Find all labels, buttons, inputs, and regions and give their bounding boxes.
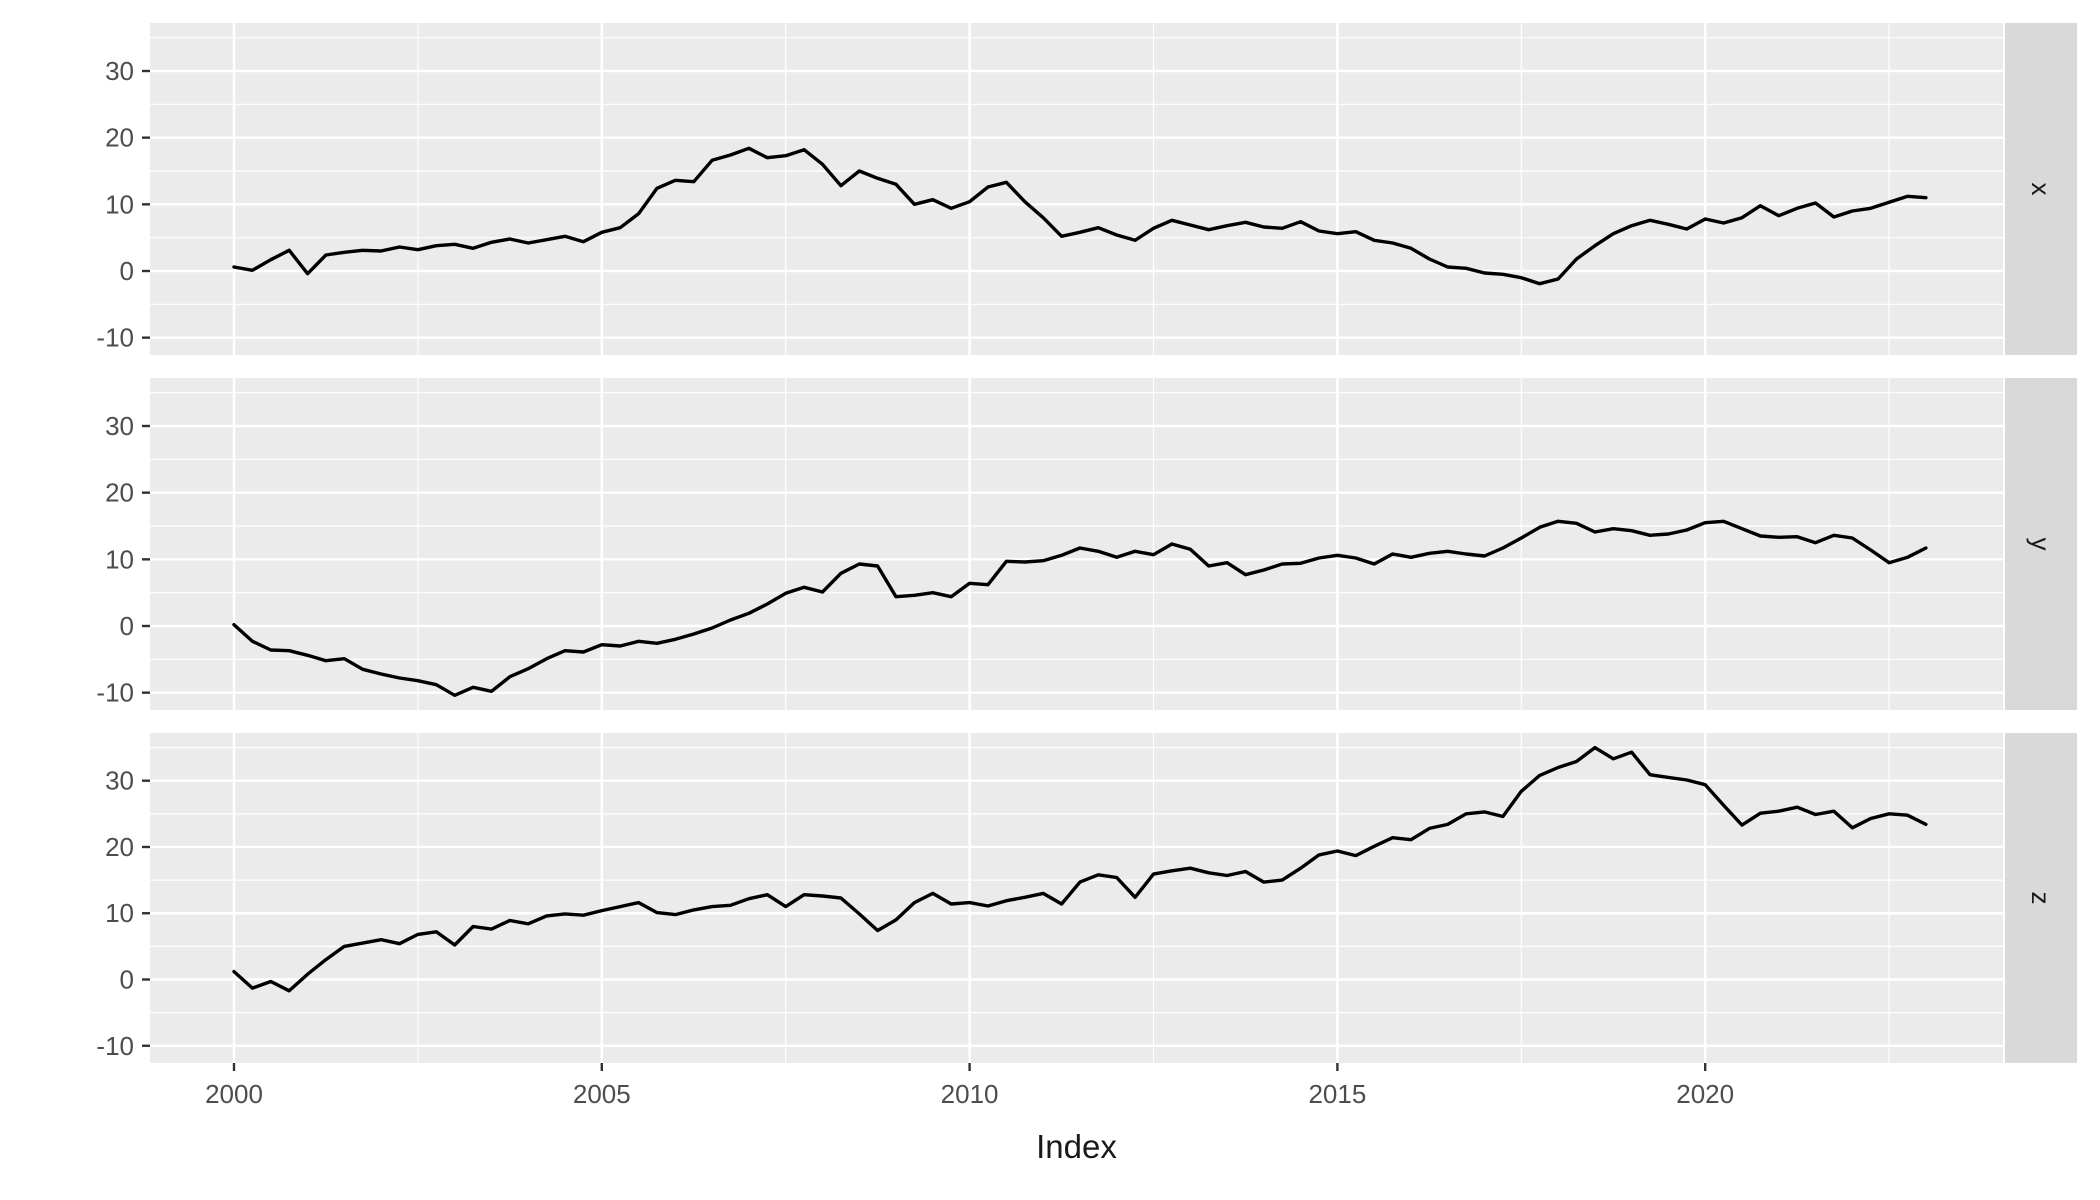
- y-axis-tick-label: -10: [96, 1031, 134, 1061]
- facet-strip-label: z: [2026, 892, 2056, 905]
- x-axis-tick-label: 2015: [1308, 1079, 1366, 1109]
- y-axis-tick-label: 10: [105, 898, 134, 928]
- y-axis-tick-label: 0: [120, 965, 134, 995]
- panel-background: [150, 733, 2003, 1063]
- y-axis-tick-label: 10: [105, 544, 134, 574]
- x-axis-tick-label: 2020: [1676, 1079, 1734, 1109]
- series-line-z: [232, 745, 1928, 993]
- y-axis-tick-label: 0: [120, 611, 134, 641]
- y-axis-tick-label: 20: [105, 123, 134, 153]
- y-axis-tick-label: 30: [105, 411, 134, 441]
- x-axis-tick-label: 2005: [573, 1079, 631, 1109]
- facet-strip-label: y: [2026, 538, 2056, 551]
- panel-background: [150, 23, 2003, 355]
- x-axis-tick-label: 2010: [941, 1079, 999, 1109]
- series-line-y: [232, 519, 1928, 697]
- facet-strip-label: x: [2026, 183, 2056, 196]
- y-axis-tick-label: 30: [105, 56, 134, 86]
- y-axis-tick-label: 20: [105, 478, 134, 508]
- facet-strip: [2005, 733, 2077, 1063]
- y-axis-tick-label: 10: [105, 189, 134, 219]
- panel-background: [150, 378, 2003, 710]
- x-axis-tick-label: 2000: [205, 1079, 263, 1109]
- y-axis-tick-label: -10: [96, 323, 134, 353]
- facet-strip: [2005, 378, 2077, 710]
- y-axis-tick-label: 0: [120, 256, 134, 286]
- y-axis-tick-label: 20: [105, 832, 134, 862]
- y-axis-tick-label: 30: [105, 766, 134, 796]
- y-axis-tick-label: -10: [96, 678, 134, 708]
- facet-strip: [2005, 23, 2077, 355]
- x-axis-title: Index: [1036, 1128, 1117, 1165]
- series-line-x: [232, 146, 1928, 286]
